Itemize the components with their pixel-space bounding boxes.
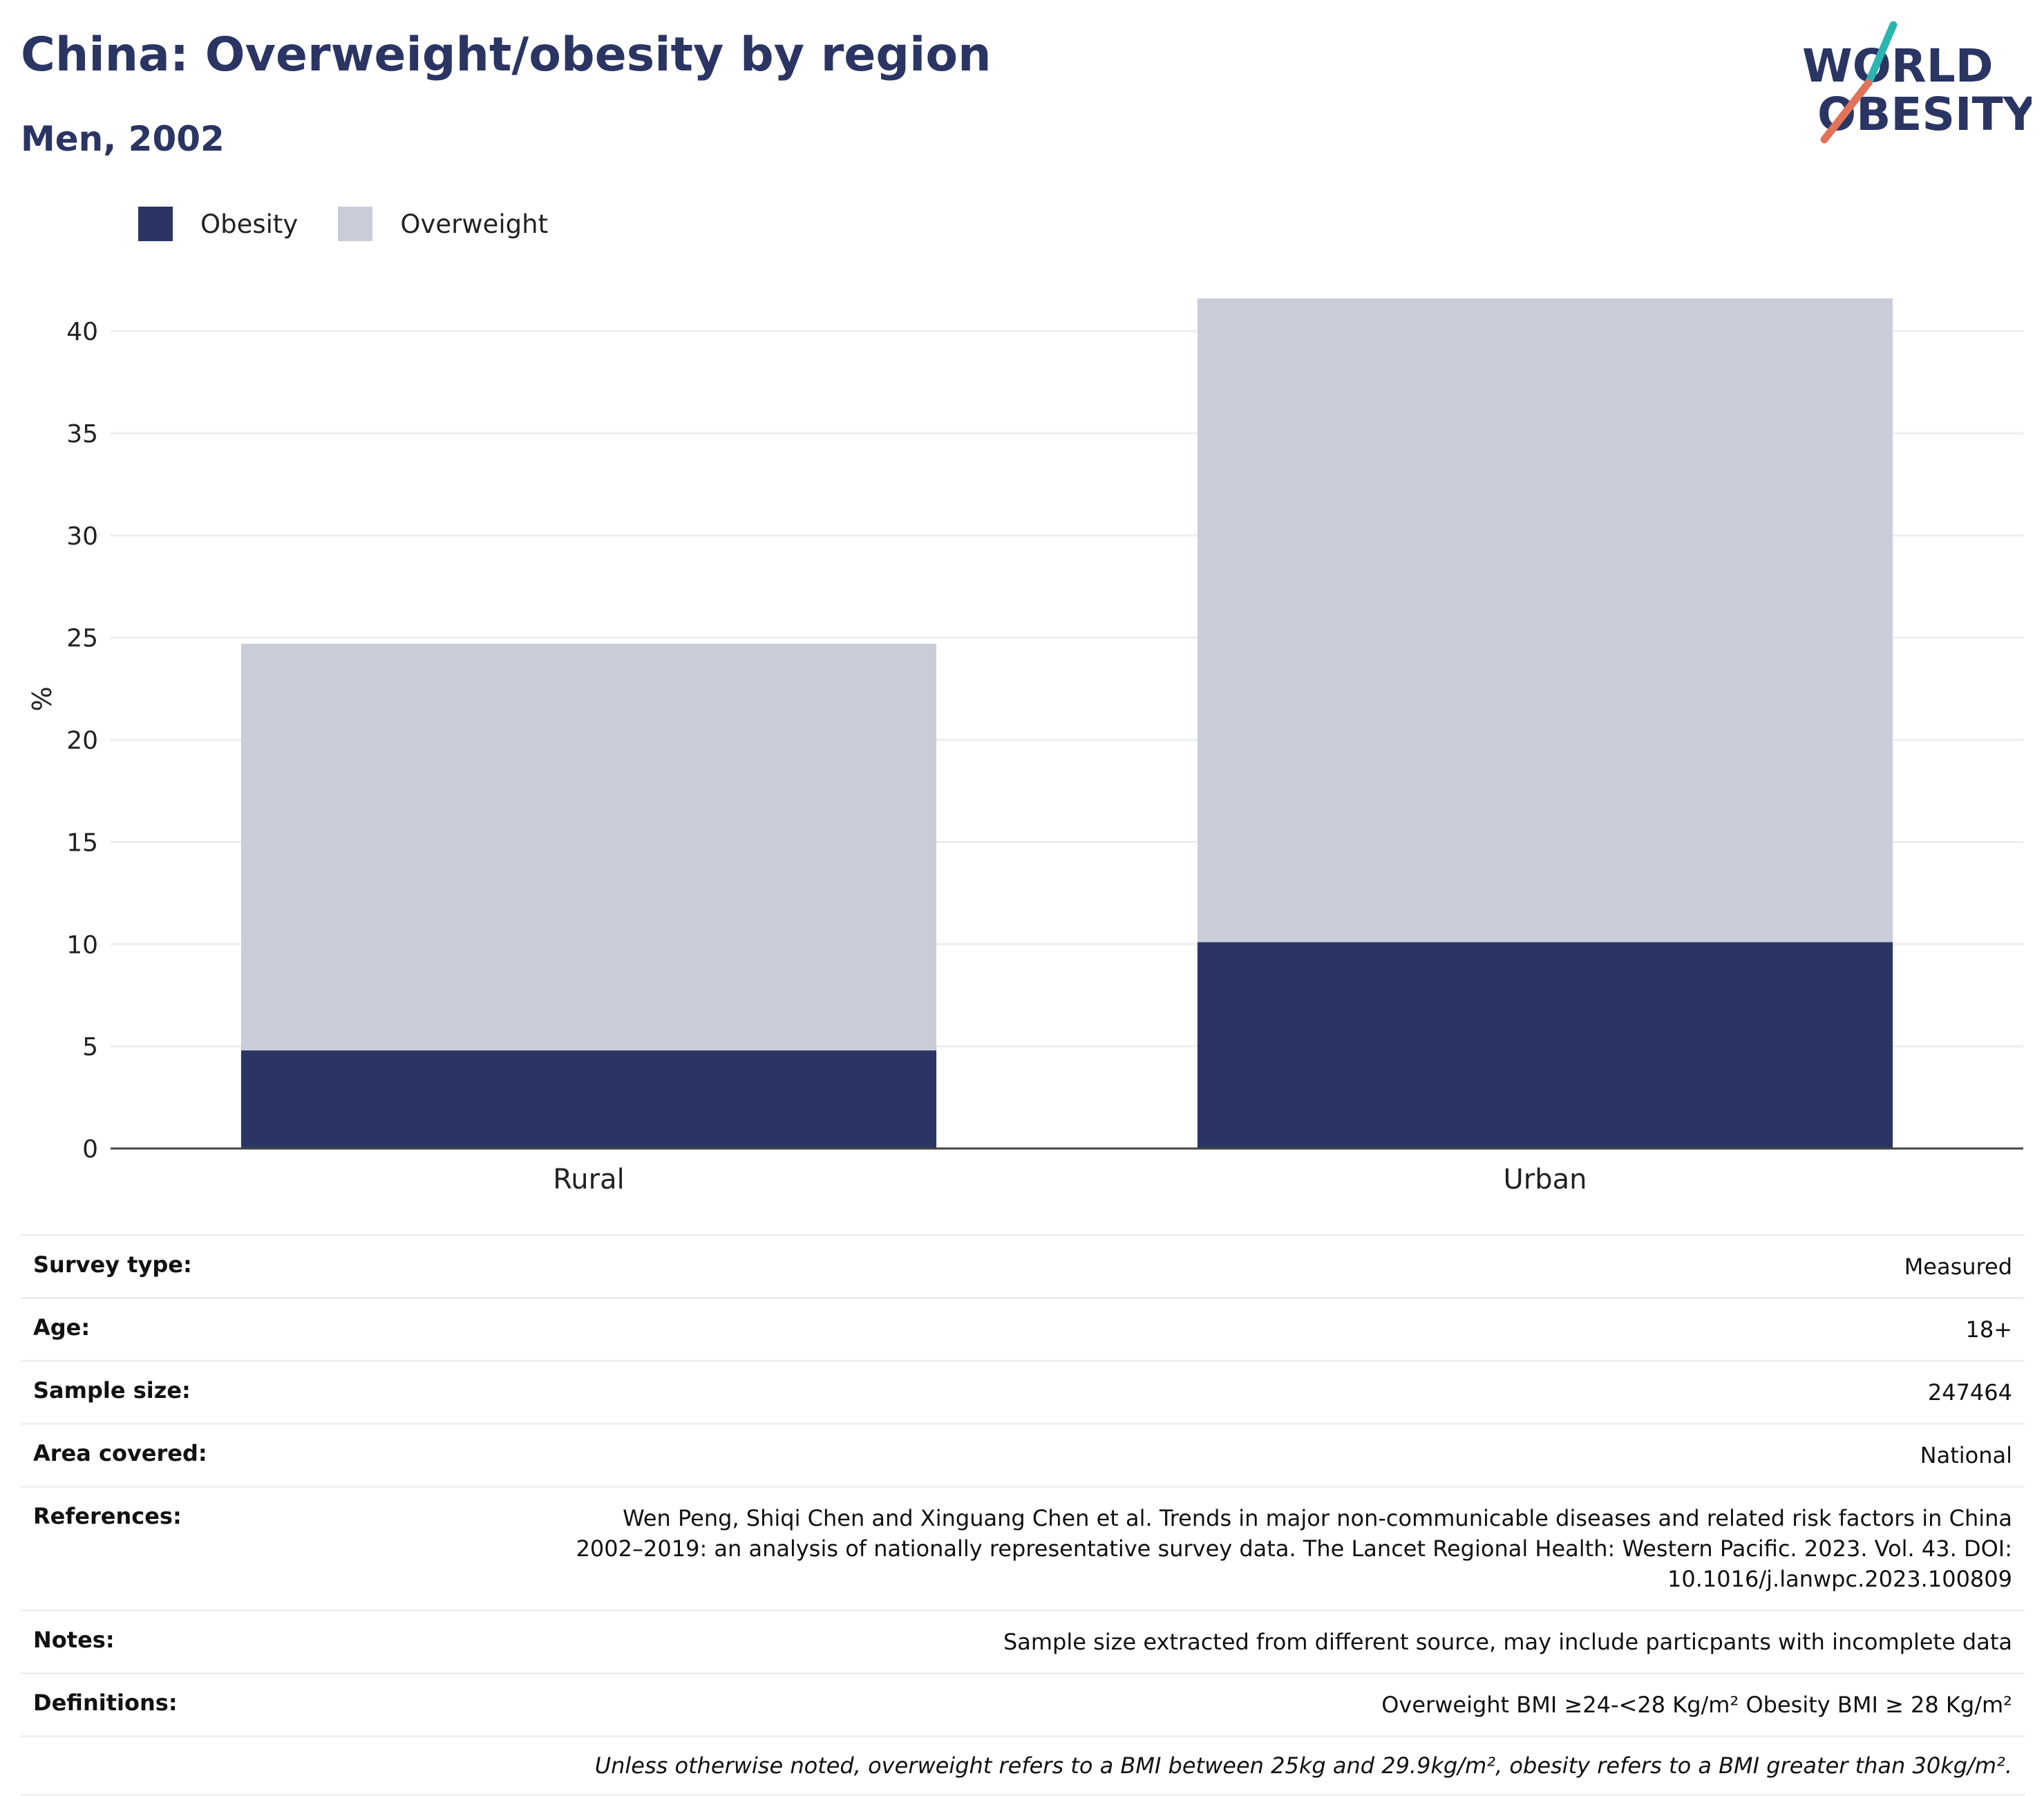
row-label: Definitions: [33, 1690, 178, 1716]
y-axis-label: % [27, 686, 57, 711]
row-value: Overweight BMI ≥24-<28 Kg/m² Obesity BMI… [1381, 1692, 2012, 1718]
x-tick-label: Rural [553, 1164, 624, 1195]
y-tick-label: 40 [66, 318, 98, 346]
row-value: 18+ [1965, 1316, 2012, 1343]
stacked-bar-chart: 0 5 10 15 20 25 30 35 40% Rural Urban [27, 298, 2023, 1195]
bar-overweight-urban[interactable] [1197, 298, 1893, 943]
row-survey-type: Survey type: Measured [21, 1234, 2025, 1297]
chart-legend: Obesity Overweight [138, 205, 588, 243]
x-tick-label: Urban [1504, 1164, 1587, 1195]
y-tick-label: 0 [82, 1135, 98, 1164]
survey-details: Survey type: Measured Age: 18+ Sample si… [21, 1234, 2025, 1796]
y-tick-label: 5 [82, 1033, 98, 1061]
y-tick-label: 35 [66, 420, 98, 448]
bar-overweight-rural[interactable] [240, 643, 937, 1051]
y-tick-label: 15 [66, 829, 98, 857]
y-tick-label: 10 [66, 931, 98, 959]
row-label: Notes: [33, 1627, 115, 1653]
bar-obesity-urban[interactable] [1197, 942, 1893, 1149]
row-definitions: Definitions: Overweight BMI ≥24-<28 Kg/m… [21, 1672, 2025, 1735]
legend-swatch-overweight [338, 207, 373, 241]
logo-line-2: OBESITY [1817, 88, 2032, 141]
row-sample-size: Sample size: 247464 [21, 1360, 2025, 1423]
row-value: National [1920, 1442, 2012, 1468]
row-age: Age: 18+ [21, 1297, 2025, 1360]
y-tick-label: 30 [66, 522, 98, 551]
row-label: Area covered: [33, 1440, 207, 1466]
row-value: Measured [1904, 1254, 2012, 1280]
row-label: References: [33, 1503, 182, 1529]
row-notes: Notes: Sample size extracted from differ… [21, 1609, 2025, 1672]
row-label: Sample size: [33, 1377, 191, 1403]
legend-item-obesity[interactable]: Obesity [138, 207, 298, 241]
chart-title: China: Overweight/obesity by region [21, 28, 992, 82]
legend-label-overweight: Overweight [400, 209, 549, 239]
row-value[interactable]: Wen Peng, Shiqi Chen and Xinguang Chen e… [576, 1505, 2012, 1592]
bar-obesity-rural[interactable] [240, 1050, 937, 1149]
logo-line-1: WORLD [1802, 39, 1994, 93]
row-value: Sample size extracted from different sou… [1003, 1629, 2012, 1655]
world-obesity-logo: WORLD OBESITY [1802, 21, 2032, 144]
row-area-covered: Area covered: National [21, 1423, 2025, 1486]
legend-swatch-obesity [138, 207, 173, 241]
row-references: References: Wen Peng, Shiqi Chen and Xin… [21, 1486, 2025, 1609]
row-label: Survey type: [33, 1251, 192, 1278]
y-tick-label: 20 [66, 727, 98, 755]
legend-label-obesity: Obesity [200, 209, 299, 239]
legend-item-overweight[interactable]: Overweight [338, 207, 548, 241]
chart-subtitle: Men, 2002 [21, 119, 225, 159]
y-tick-label: 25 [66, 625, 98, 653]
row-value: 247464 [1927, 1379, 2012, 1406]
row-label: Age: [33, 1314, 91, 1341]
